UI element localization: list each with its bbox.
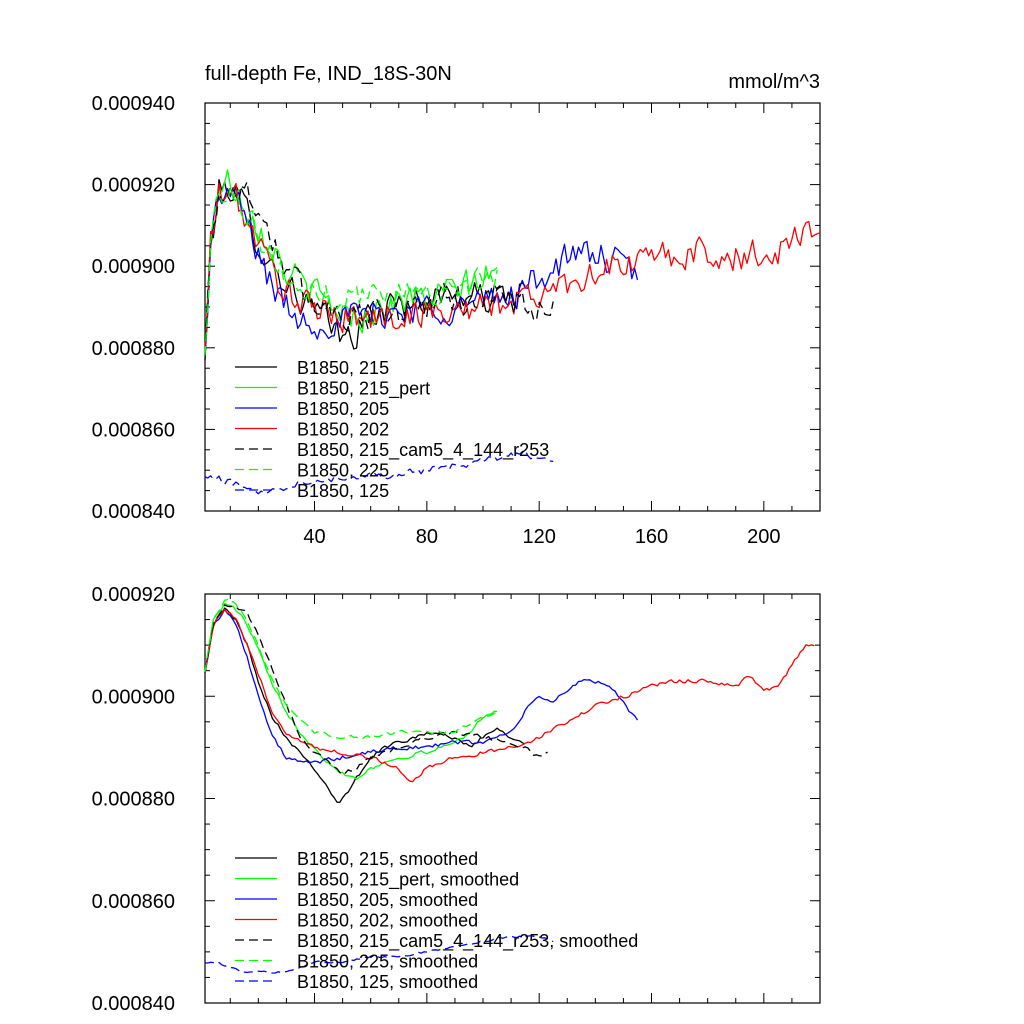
series-line-7 <box>204 449 554 495</box>
legend-label: B1850, 202, smoothed <box>297 911 478 931</box>
series-line-5 <box>204 604 548 776</box>
series-line-2 <box>204 602 498 780</box>
y-tick-label: 0.000860 <box>92 891 175 913</box>
x-tick-label: 200 <box>747 526 780 548</box>
bottom-panel: 0.000840 0.000860 0.000880 0.000900 0.000920… <box>92 584 821 1015</box>
legend-label: B1850, 225 <box>297 461 389 481</box>
legend-label: B1850, 215, smoothed <box>297 849 478 869</box>
chart-title: full-depth Fe, IND_18S-30N <box>205 63 452 85</box>
y-tick-label: 0.000840 <box>92 501 175 523</box>
y-tick-label: 0.000880 <box>92 789 175 811</box>
series-line-4 <box>204 608 815 783</box>
legend-label: B1850, 215_pert <box>297 379 430 400</box>
legend-label: B1850, 205, smoothed <box>297 890 478 910</box>
series-line-5 <box>204 181 554 355</box>
x-tick-label: 160 <box>635 526 668 548</box>
legend-label: B1850, 125 <box>297 481 389 501</box>
y-tick-label: 0.000920 <box>92 175 175 197</box>
series-line-6 <box>204 598 498 740</box>
series-line-3 <box>204 608 639 764</box>
chart-units: mmol/m^3 <box>728 71 820 93</box>
series-line-3 <box>204 186 639 356</box>
legend-label: B1850, 215_cam5_4_144_r253 <box>297 440 549 461</box>
x-tick-label: 40 <box>303 526 325 548</box>
legend-label: B1850, 202 <box>297 420 389 440</box>
series-line-1 <box>204 178 526 361</box>
y-tick-label: 0.000900 <box>92 686 175 708</box>
y-tick-label: 0.000920 <box>92 584 175 606</box>
y-tick-label: 0.000840 <box>92 993 175 1015</box>
x-tick-label: 80 <box>416 526 438 548</box>
y-tick-label: 0.000880 <box>92 338 175 360</box>
legend-label: B1850, 215 <box>297 358 389 378</box>
series-line-1 <box>204 607 526 804</box>
legend-label: B1850, 225, smoothed <box>297 952 478 972</box>
series-line-6 <box>204 186 498 355</box>
legend-label: B1850, 215_pert, smoothed <box>297 870 519 891</box>
legend-label: B1850, 215_cam5_4_144_r253, smoothed <box>297 931 638 952</box>
y-tick-label: 0.000900 <box>92 256 175 278</box>
y-tick-label: 0.000860 <box>92 419 175 441</box>
series-line-2 <box>204 169 498 356</box>
y-tick-label: 0.000940 <box>92 93 175 115</box>
x-tick-label: 120 <box>522 526 555 548</box>
series-line-7 <box>204 935 554 974</box>
top-panel: 40 80 120 160 200 0.000840 0.000860 0.000880 0.0… <box>92 93 821 548</box>
legend-label: B1850, 205 <box>297 399 389 419</box>
legend-label: B1850, 125, smoothed <box>297 972 478 992</box>
